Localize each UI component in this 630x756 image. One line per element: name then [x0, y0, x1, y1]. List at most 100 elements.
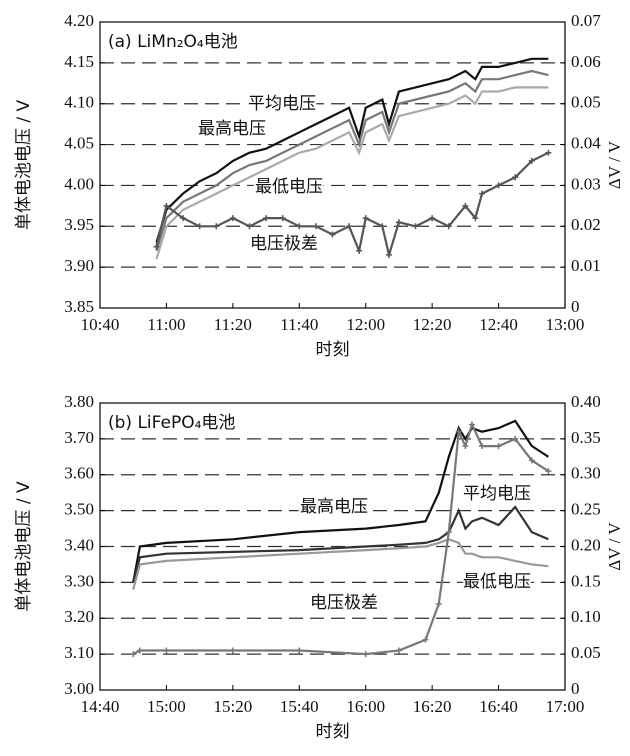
point-marker	[495, 182, 502, 189]
point-marker	[395, 219, 402, 226]
y2-tick-label: 0.04	[571, 133, 601, 152]
series-label: 最高电压	[300, 497, 368, 517]
point-marker	[545, 149, 552, 156]
y-tick-label: 3.80	[64, 392, 94, 411]
y-tick-label: 3.00	[64, 679, 94, 698]
series-line	[155, 86, 549, 260]
point-marker	[246, 223, 253, 230]
point-marker	[512, 435, 519, 442]
y-tick-label: 4.10	[64, 93, 94, 112]
point-marker	[229, 647, 236, 654]
point-marker	[412, 223, 419, 230]
point-marker	[279, 215, 286, 222]
point-marker	[356, 247, 363, 254]
point-marker	[435, 600, 442, 607]
point-marker	[478, 443, 485, 450]
point-marker	[512, 174, 519, 181]
point-marker	[163, 202, 170, 209]
y-axis-label: 单体电池电压 / V	[14, 481, 34, 612]
y2-tick-label: 0	[571, 297, 580, 316]
y2-tick-label: 0.05	[571, 643, 601, 662]
series-label: 最高电压	[198, 119, 266, 139]
x-tick-label: 12:00	[346, 315, 385, 334]
series-line	[155, 151, 549, 260]
series-label: 平均电压	[248, 94, 316, 114]
series-line	[132, 421, 549, 656]
series-line	[132, 419, 549, 583]
x-tick-label: 11:40	[280, 315, 318, 334]
y-tick-label: 4.00	[64, 174, 94, 193]
y-tick-label: 3.30	[64, 571, 94, 590]
y2-tick-label: 0.20	[571, 535, 601, 554]
y2-tick-label: 0.35	[571, 428, 601, 447]
x-tick-label: 17:00	[546, 697, 585, 716]
point-marker	[180, 215, 187, 222]
y-tick-label: 4.15	[64, 52, 94, 71]
y-tick-label: 3.70	[64, 428, 94, 447]
y2-tick-label: 0.40	[571, 392, 601, 411]
plot-frame	[99, 402, 566, 691]
x-axis-label: 时刻	[316, 722, 350, 742]
x-axis-label: 时刻	[316, 340, 350, 360]
point-marker	[385, 251, 392, 258]
x-tick-label: 15:20	[213, 697, 252, 716]
point-marker	[395, 647, 402, 654]
x-tick-label: 15:40	[280, 697, 319, 716]
series-line	[132, 505, 549, 583]
y2-tick-label: 0.02	[571, 215, 601, 234]
y2-axis-label: ΔV / V	[605, 140, 624, 189]
y2-axis-label: ΔV / V	[605, 522, 624, 571]
point-marker	[429, 215, 436, 222]
y-tick-label: 3.85	[64, 297, 94, 316]
y-tick-label: 3.20	[64, 607, 94, 626]
point-marker	[469, 421, 475, 428]
point-marker	[472, 215, 479, 222]
y2-tick-label: 0.03	[571, 174, 601, 193]
y2-tick-label: 0.10	[571, 607, 601, 626]
point-marker	[362, 651, 369, 658]
point-marker	[163, 647, 170, 654]
y2-tick-label: 0.05	[571, 93, 601, 112]
x-tick-label: 16:00	[346, 697, 385, 716]
chart-title: (b) LiFePO₄电池	[108, 413, 235, 433]
point-marker	[478, 190, 485, 197]
series-label: 电压极差	[310, 593, 378, 613]
point-marker	[153, 243, 160, 250]
y2-tick-label: 0.30	[571, 464, 601, 483]
x-tick-label: 12:20	[413, 315, 452, 334]
point-marker	[196, 223, 203, 230]
series-line	[155, 69, 549, 252]
point-marker	[130, 651, 137, 658]
y2-tick-label: 0.25	[571, 500, 601, 519]
point-marker	[263, 215, 270, 222]
point-marker	[495, 443, 502, 450]
x-tick-label: 14:40	[81, 697, 120, 716]
y-axis-label: 单体电池电压 / V	[14, 100, 34, 231]
y2-tick-label: 0.07	[571, 11, 601, 30]
x-tick-label: 10:40	[81, 315, 120, 334]
point-marker	[312, 223, 319, 230]
y2-tick-label: 0.01	[571, 256, 601, 275]
point-marker	[213, 223, 220, 230]
point-marker	[136, 647, 143, 654]
point-marker	[329, 231, 336, 238]
x-tick-label: 15:00	[147, 697, 186, 716]
y-tick-label: 3.40	[64, 535, 94, 554]
x-tick-label: 13:00	[546, 315, 585, 334]
point-marker	[545, 468, 552, 475]
series-label: 最低电压	[255, 177, 323, 197]
series-label: 平均电压	[463, 484, 531, 504]
point-marker	[528, 457, 535, 464]
y-tick-label: 4.05	[64, 133, 94, 152]
series-line	[155, 57, 549, 243]
point-marker	[455, 428, 462, 435]
y-tick-label: 3.50	[64, 500, 94, 519]
point-marker	[379, 223, 386, 230]
point-marker	[422, 636, 429, 643]
point-marker	[229, 215, 236, 222]
y-tick-label: 3.10	[64, 643, 94, 662]
y-tick-label: 3.60	[64, 464, 94, 483]
y-tick-label: 3.95	[64, 215, 94, 234]
point-marker	[445, 223, 452, 230]
point-marker	[462, 202, 469, 209]
